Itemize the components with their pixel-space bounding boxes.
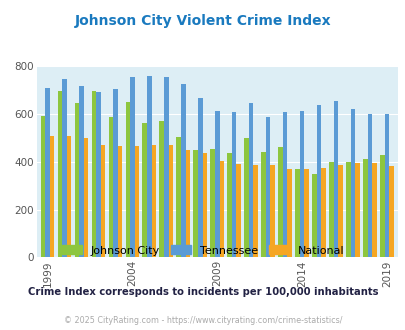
Bar (354, 163, 359, 257)
Bar (337, 165, 342, 257)
Text: Crime Index corresponds to incidents per 100,000 inhabitants: Crime Index corresponds to incidents per… (28, 287, 377, 297)
Bar (362, 159, 367, 257)
Bar (248, 103, 253, 257)
Bar (96, 92, 100, 257)
Bar (265, 117, 270, 257)
Bar (282, 112, 287, 257)
Text: Johnson City Violent Crime Index: Johnson City Violent Crime Index (75, 15, 330, 28)
Bar (311, 174, 316, 257)
Bar (345, 162, 350, 257)
Bar (299, 111, 304, 257)
Bar (58, 91, 62, 257)
Bar (328, 162, 333, 257)
Bar (193, 150, 198, 257)
Bar (130, 77, 134, 257)
Bar (260, 152, 265, 257)
Bar (244, 138, 248, 257)
Bar (367, 114, 371, 257)
Bar (304, 169, 308, 257)
Bar (287, 169, 291, 257)
Bar (108, 117, 113, 257)
Bar (236, 164, 241, 257)
Bar (333, 101, 337, 257)
Bar (92, 91, 96, 257)
Text: © 2025 CityRating.com - https://www.cityrating.com/crime-statistics/: © 2025 CityRating.com - https://www.city… (64, 316, 341, 325)
Bar (176, 137, 181, 257)
Bar (210, 148, 214, 257)
Bar (79, 86, 83, 257)
Bar (67, 136, 71, 257)
Legend: Johnson City, Tennessee, National: Johnson City, Tennessee, National (57, 241, 348, 260)
Bar (142, 123, 147, 257)
Bar (214, 111, 219, 257)
Bar (83, 138, 88, 257)
Bar (181, 84, 185, 257)
Bar (320, 168, 325, 257)
Bar (62, 79, 67, 257)
Bar (253, 165, 257, 257)
Bar (294, 169, 299, 257)
Bar (113, 89, 117, 257)
Bar (202, 153, 207, 257)
Bar (151, 145, 156, 257)
Bar (277, 147, 282, 257)
Bar (164, 77, 168, 257)
Bar (316, 106, 320, 257)
Bar (117, 146, 122, 257)
Bar (50, 136, 54, 257)
Bar (379, 155, 384, 257)
Bar (350, 109, 354, 257)
Bar (125, 102, 130, 257)
Bar (75, 103, 79, 257)
Bar (231, 112, 236, 257)
Bar (270, 165, 274, 257)
Bar (147, 76, 151, 257)
Bar (159, 121, 164, 257)
Bar (227, 153, 231, 257)
Bar (384, 114, 388, 257)
Bar (45, 87, 50, 257)
Bar (134, 146, 139, 257)
Bar (371, 163, 376, 257)
Bar (40, 116, 45, 257)
Bar (100, 145, 105, 257)
Bar (388, 167, 393, 257)
Bar (185, 150, 190, 257)
Bar (198, 98, 202, 257)
Bar (168, 145, 173, 257)
Bar (219, 161, 224, 257)
